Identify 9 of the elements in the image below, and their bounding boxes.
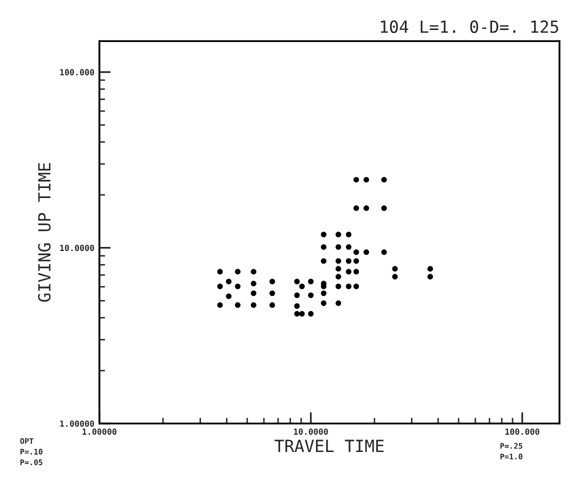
y-tick-label: 100.000 xyxy=(60,69,94,76)
y-axis-title: GIVING UP TIME xyxy=(38,163,51,302)
x-axis-title: TRAVEL TIME xyxy=(274,440,384,452)
x-tick-label: 100.000 xyxy=(505,428,540,435)
x-tick-label: 1.00000 xyxy=(82,428,116,435)
y-tick-label: 10.0000 xyxy=(60,244,94,252)
y-tick-label: 1.00000 xyxy=(60,420,94,427)
chart-title: 104 L=1. 0-D=. 125 xyxy=(380,20,558,34)
x-tick-label: 10.0000 xyxy=(294,428,328,435)
